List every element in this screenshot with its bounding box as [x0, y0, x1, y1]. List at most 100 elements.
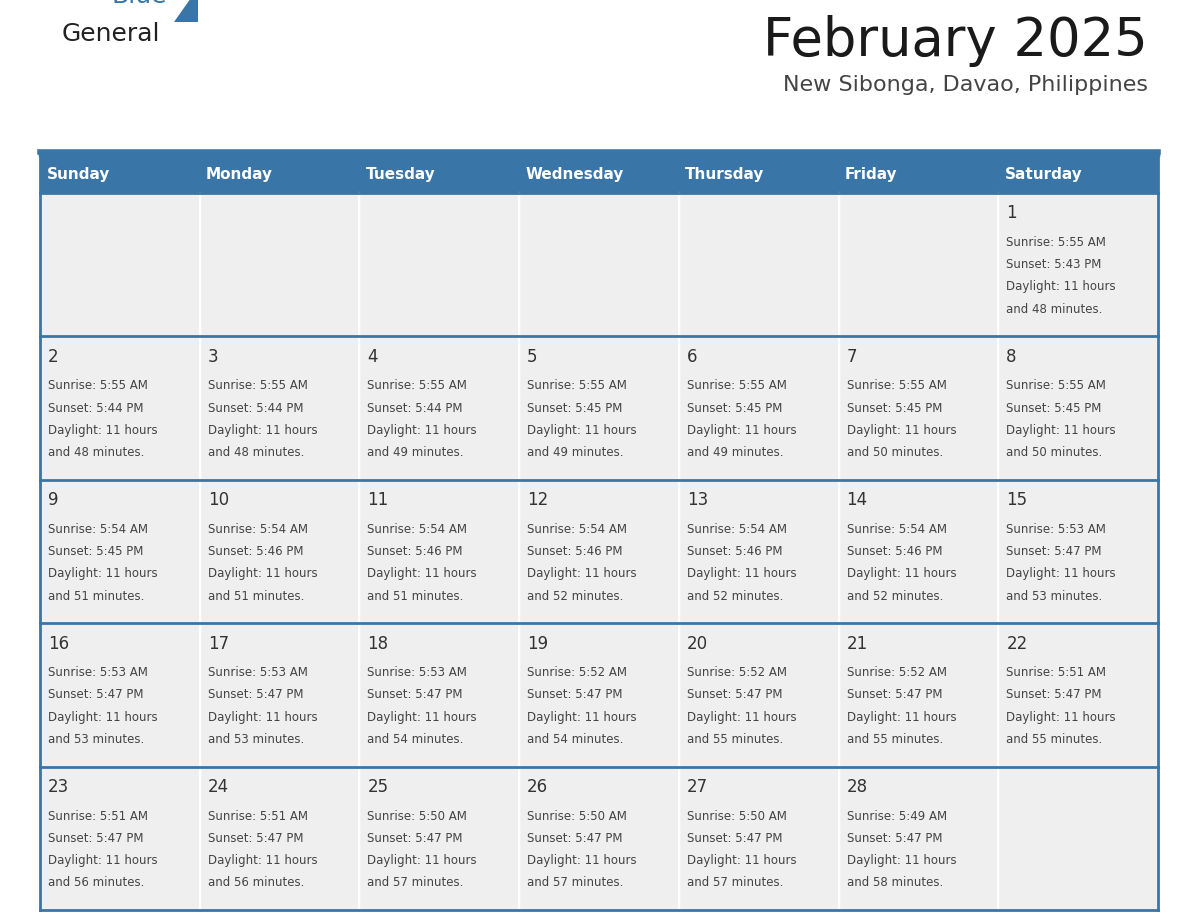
- Text: Monday: Monday: [206, 166, 273, 182]
- Bar: [360, 336, 519, 480]
- Text: 2: 2: [48, 348, 58, 366]
- Text: 25: 25: [367, 778, 388, 796]
- Bar: [360, 480, 519, 623]
- Text: Sunset: 5:44 PM: Sunset: 5:44 PM: [367, 402, 463, 415]
- Text: Sunrise: 5:53 AM: Sunrise: 5:53 AM: [208, 666, 308, 679]
- Text: and 51 minutes.: and 51 minutes.: [208, 589, 304, 602]
- Text: Sunrise: 5:55 AM: Sunrise: 5:55 AM: [367, 379, 467, 392]
- Text: Daylight: 11 hours: Daylight: 11 hours: [48, 567, 158, 580]
- Text: Sunset: 5:45 PM: Sunset: 5:45 PM: [847, 402, 942, 415]
- Text: Sunrise: 5:55 AM: Sunrise: 5:55 AM: [527, 379, 627, 392]
- Text: Sunset: 5:47 PM: Sunset: 5:47 PM: [208, 688, 303, 701]
- Text: 12: 12: [527, 491, 549, 509]
- Bar: [678, 193, 839, 336]
- Bar: [40, 155, 1158, 193]
- Text: Sunset: 5:47 PM: Sunset: 5:47 PM: [48, 832, 144, 845]
- Text: Sunset: 5:45 PM: Sunset: 5:45 PM: [527, 402, 623, 415]
- Text: Saturday: Saturday: [1005, 166, 1082, 182]
- Text: Sunrise: 5:52 AM: Sunrise: 5:52 AM: [847, 666, 947, 679]
- Text: 28: 28: [847, 778, 867, 796]
- Bar: [998, 193, 1158, 336]
- Text: Tuesday: Tuesday: [366, 166, 436, 182]
- Text: and 55 minutes.: and 55 minutes.: [687, 733, 783, 746]
- Bar: [678, 480, 839, 623]
- Text: and 50 minutes.: and 50 minutes.: [1006, 446, 1102, 459]
- Text: 11: 11: [367, 491, 388, 509]
- Text: Wednesday: Wednesday: [525, 166, 624, 182]
- Text: 23: 23: [48, 778, 69, 796]
- Text: 19: 19: [527, 634, 548, 653]
- Bar: [839, 623, 998, 767]
- Bar: [200, 623, 360, 767]
- Text: and 51 minutes.: and 51 minutes.: [48, 589, 145, 602]
- Text: Daylight: 11 hours: Daylight: 11 hours: [687, 711, 796, 723]
- Bar: [998, 767, 1158, 910]
- Text: 7: 7: [847, 348, 857, 366]
- Text: Sunrise: 5:54 AM: Sunrise: 5:54 AM: [687, 523, 786, 536]
- Text: 17: 17: [208, 634, 229, 653]
- Bar: [998, 336, 1158, 480]
- Text: and 53 minutes.: and 53 minutes.: [1006, 589, 1102, 602]
- Text: 1: 1: [1006, 205, 1017, 222]
- Text: Daylight: 11 hours: Daylight: 11 hours: [208, 854, 317, 868]
- Text: Daylight: 11 hours: Daylight: 11 hours: [208, 567, 317, 580]
- Text: and 49 minutes.: and 49 minutes.: [367, 446, 465, 459]
- Text: Daylight: 11 hours: Daylight: 11 hours: [208, 711, 317, 723]
- Text: Daylight: 11 hours: Daylight: 11 hours: [367, 424, 478, 437]
- Bar: [40, 193, 200, 336]
- Text: Daylight: 11 hours: Daylight: 11 hours: [48, 854, 158, 868]
- Text: and 50 minutes.: and 50 minutes.: [847, 446, 943, 459]
- Text: and 49 minutes.: and 49 minutes.: [687, 446, 783, 459]
- Text: and 57 minutes.: and 57 minutes.: [527, 877, 624, 890]
- Text: Sunset: 5:46 PM: Sunset: 5:46 PM: [847, 545, 942, 558]
- Bar: [519, 336, 678, 480]
- Text: Daylight: 11 hours: Daylight: 11 hours: [527, 711, 637, 723]
- Text: General: General: [62, 22, 160, 46]
- Text: Friday: Friday: [845, 166, 898, 182]
- Text: Daylight: 11 hours: Daylight: 11 hours: [208, 424, 317, 437]
- Text: Sunset: 5:47 PM: Sunset: 5:47 PM: [527, 688, 623, 701]
- Bar: [519, 193, 678, 336]
- Text: 20: 20: [687, 634, 708, 653]
- Text: Sunset: 5:47 PM: Sunset: 5:47 PM: [367, 688, 463, 701]
- Text: Sunrise: 5:54 AM: Sunrise: 5:54 AM: [527, 523, 627, 536]
- Text: 27: 27: [687, 778, 708, 796]
- Text: Blue: Blue: [112, 0, 168, 8]
- Text: Sunrise: 5:54 AM: Sunrise: 5:54 AM: [847, 523, 947, 536]
- Text: Daylight: 11 hours: Daylight: 11 hours: [1006, 711, 1116, 723]
- Bar: [519, 623, 678, 767]
- Text: and 52 minutes.: and 52 minutes.: [847, 589, 943, 602]
- Text: and 56 minutes.: and 56 minutes.: [208, 877, 304, 890]
- Text: Sunrise: 5:51 AM: Sunrise: 5:51 AM: [48, 810, 148, 823]
- Bar: [40, 767, 200, 910]
- Text: Sunset: 5:47 PM: Sunset: 5:47 PM: [687, 688, 783, 701]
- Bar: [360, 767, 519, 910]
- Bar: [839, 480, 998, 623]
- Bar: [200, 480, 360, 623]
- Text: 24: 24: [208, 778, 229, 796]
- Text: Daylight: 11 hours: Daylight: 11 hours: [527, 567, 637, 580]
- Bar: [200, 193, 360, 336]
- Text: Sunrise: 5:49 AM: Sunrise: 5:49 AM: [847, 810, 947, 823]
- Text: Sunrise: 5:55 AM: Sunrise: 5:55 AM: [1006, 236, 1106, 249]
- Text: February 2025: February 2025: [763, 15, 1148, 67]
- Text: Daylight: 11 hours: Daylight: 11 hours: [1006, 567, 1116, 580]
- Text: 18: 18: [367, 634, 388, 653]
- Bar: [998, 623, 1158, 767]
- Text: Daylight: 11 hours: Daylight: 11 hours: [687, 854, 796, 868]
- Text: 13: 13: [687, 491, 708, 509]
- Bar: [678, 767, 839, 910]
- Text: and 55 minutes.: and 55 minutes.: [847, 733, 943, 746]
- Text: Sunset: 5:47 PM: Sunset: 5:47 PM: [208, 832, 303, 845]
- Text: Sunset: 5:47 PM: Sunset: 5:47 PM: [687, 832, 783, 845]
- Text: Daylight: 11 hours: Daylight: 11 hours: [687, 424, 796, 437]
- Text: and 57 minutes.: and 57 minutes.: [687, 877, 783, 890]
- Text: Daylight: 11 hours: Daylight: 11 hours: [527, 424, 637, 437]
- Bar: [998, 480, 1158, 623]
- Bar: [519, 767, 678, 910]
- Text: Daylight: 11 hours: Daylight: 11 hours: [367, 711, 478, 723]
- Text: Sunrise: 5:53 AM: Sunrise: 5:53 AM: [48, 666, 147, 679]
- Text: 26: 26: [527, 778, 548, 796]
- Text: Sunset: 5:46 PM: Sunset: 5:46 PM: [527, 545, 623, 558]
- Text: 3: 3: [208, 348, 219, 366]
